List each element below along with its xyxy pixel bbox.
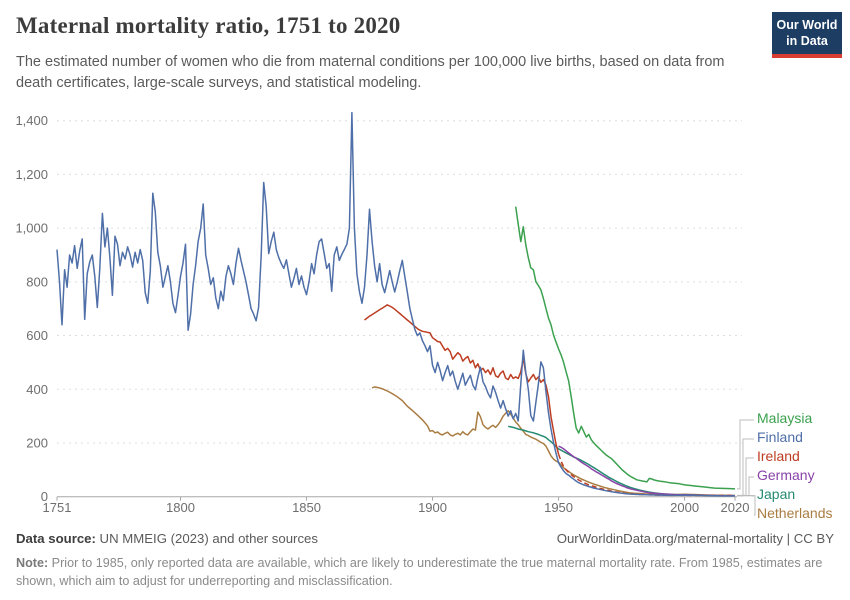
x-tick-label: 1900	[418, 500, 447, 515]
owid-link[interactable]: OurWorldinData.org/maternal-mortality | …	[556, 531, 834, 546]
x-tick-label: 1850	[292, 500, 321, 515]
series-line-finland[interactable]	[56, 111, 735, 497]
series-line-malaysia[interactable]	[514, 206, 736, 490]
page-title: Maternal mortality ratio, 1751 to 2020	[16, 13, 401, 38]
chart-subtitle: The estimated number of women who die fr…	[16, 54, 725, 91]
y-tick-label: 800	[26, 274, 48, 289]
owid-logo-line2: in Data	[786, 33, 828, 48]
chart-note-value: Prior to 1985, only reported data are av…	[16, 556, 823, 589]
data-source-label: Data source:	[16, 531, 96, 546]
legend-item-japan[interactable]: Japan	[757, 486, 796, 502]
legend-item-ireland[interactable]: Ireland	[757, 448, 800, 464]
series-line-dashed-ireland[interactable]	[557, 454, 735, 497]
legend-item-netherlands[interactable]: Netherlands	[757, 505, 833, 521]
data-source: Data source: UN MMEIG (2023) and other s…	[16, 531, 318, 546]
owid-logo-line1: Our World	[776, 18, 838, 32]
y-tick-label: 0	[41, 489, 48, 504]
x-tick-label: 1751	[43, 500, 72, 515]
legend-connector	[737, 419, 754, 490]
legend-item-finland[interactable]: Finland	[757, 429, 803, 445]
y-tick-label: 1,200	[15, 167, 48, 182]
chart-note: Note: Prior to 1985, only reported data …	[16, 554, 838, 591]
x-tick-label: 1800	[166, 500, 195, 515]
legend-connector	[737, 495, 756, 516]
legend-item-malaysia[interactable]: Malaysia	[757, 410, 813, 426]
y-tick-label: 1,400	[15, 113, 48, 128]
y-tick-label: 1,000	[15, 221, 48, 236]
owid-logo: Our World in Data	[772, 12, 842, 59]
data-source-value: UN MMEIG (2023) and other sources	[95, 531, 318, 546]
x-tick-label: 1950	[544, 500, 573, 515]
x-tick-label: 2020	[721, 500, 750, 515]
x-tick-label: 2000	[670, 500, 699, 515]
y-tick-label: 600	[26, 328, 48, 343]
y-tick-label: 400	[26, 382, 48, 397]
chart-note-label: Note:	[16, 556, 49, 570]
series-line-germany[interactable]	[558, 445, 735, 497]
y-tick-label: 200	[26, 435, 48, 450]
legend-item-germany[interactable]: Germany	[757, 467, 815, 483]
